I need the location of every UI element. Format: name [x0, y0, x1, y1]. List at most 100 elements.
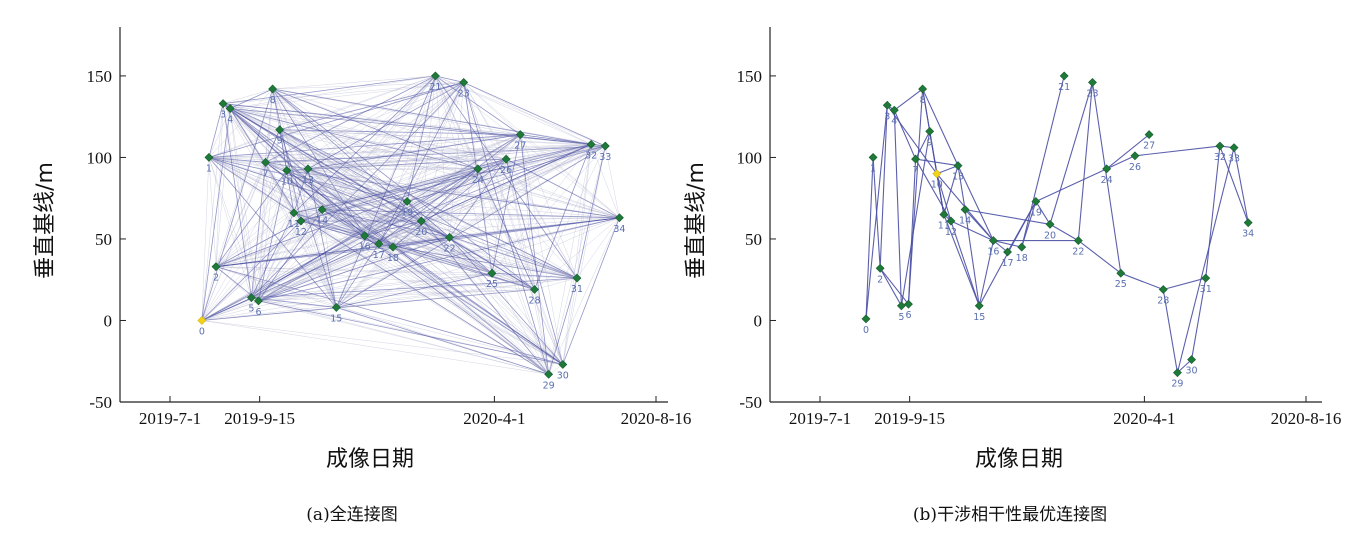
connection-line	[300, 217, 620, 222]
node-marker	[211, 262, 221, 272]
node-marker	[889, 105, 899, 115]
node-marker	[268, 84, 278, 94]
connection-line	[215, 235, 365, 267]
node-marker	[1045, 219, 1055, 229]
connection-line	[229, 108, 252, 298]
connection-line	[421, 220, 549, 375]
node-label: 5	[898, 312, 904, 323]
connection-line	[1106, 155, 1136, 170]
connection-line	[300, 220, 337, 308]
node-label: 0	[199, 326, 205, 337]
connection-line	[406, 168, 478, 202]
connection-line	[201, 320, 563, 365]
node-label: 20	[415, 227, 427, 238]
node-label: 9	[927, 137, 933, 148]
connection-line	[392, 236, 450, 248]
node-marker	[1158, 285, 1168, 294]
connection-line	[258, 220, 302, 302]
connection-line	[293, 145, 606, 214]
connection-line	[477, 168, 620, 218]
connection-line	[364, 235, 549, 375]
connection-line	[491, 145, 606, 274]
connection-line	[993, 240, 1022, 248]
connection-line	[1205, 145, 1221, 279]
node-label: 2	[213, 273, 219, 284]
connection-line	[519, 134, 550, 375]
connection-line	[265, 88, 273, 163]
connection-line	[230, 82, 464, 109]
node-label: 33	[599, 152, 611, 163]
connection-line	[321, 209, 337, 308]
connection-line	[463, 82, 507, 160]
connection-line	[548, 144, 592, 375]
connection-line	[407, 201, 620, 219]
connection-line	[279, 129, 606, 147]
connection-line	[936, 173, 952, 222]
connection-line	[251, 168, 309, 298]
node-marker	[572, 273, 582, 283]
connection-line	[265, 162, 323, 210]
connection-line	[307, 168, 408, 202]
connection-line	[392, 144, 592, 248]
connection-line	[215, 217, 620, 268]
connection-line	[229, 88, 273, 109]
node-marker	[882, 100, 892, 110]
connection-line	[406, 75, 436, 202]
node-marker	[487, 268, 497, 278]
node-label: 26	[1129, 162, 1141, 173]
connection-line	[893, 88, 923, 111]
connection-line	[492, 272, 577, 279]
node-marker	[586, 139, 596, 149]
connection-line	[307, 168, 323, 210]
node-label: 1	[870, 163, 876, 174]
connection-line	[251, 237, 450, 298]
node-label: 34	[1242, 229, 1254, 240]
connection-line	[272, 88, 365, 236]
node-marker	[501, 154, 511, 164]
connection-line	[964, 209, 1051, 225]
connection-line	[477, 168, 564, 365]
connection-line	[421, 134, 521, 222]
node-label: 19	[401, 207, 413, 218]
panel-caption: (b)干涉相干性最优连接图	[913, 505, 1107, 525]
connection-line	[957, 165, 966, 210]
connection-line	[463, 82, 564, 365]
node-label: 11	[938, 221, 950, 232]
x-tick-label: 2019-7-1	[789, 409, 851, 428]
connection-line	[506, 158, 620, 219]
node-label: 4	[891, 116, 897, 127]
connection-line	[322, 209, 549, 375]
node-label: 31	[1200, 284, 1212, 295]
connection-line	[449, 168, 479, 238]
connection-line	[272, 88, 302, 222]
y-axis-title: 垂直基线/m	[684, 162, 709, 279]
connection-line	[1233, 147, 1249, 223]
node-label: 20	[1044, 230, 1056, 241]
connection-line	[893, 109, 917, 160]
y-tick-label: 0	[104, 311, 113, 330]
connection-line	[477, 168, 535, 290]
connection-line	[272, 88, 337, 308]
connection-line	[534, 289, 564, 365]
connection-line	[300, 209, 323, 222]
connection-line	[286, 170, 493, 274]
node-marker	[331, 303, 341, 312]
panel-caption: (a)全连接图	[306, 505, 397, 525]
connection-line	[364, 144, 592, 237]
connection-line	[265, 162, 535, 290]
connection-line	[336, 272, 493, 308]
connection-line	[576, 144, 592, 279]
connection-line	[449, 237, 564, 365]
x-tick-label: 2020-8-16	[1271, 409, 1342, 428]
connection-line	[222, 103, 252, 298]
connection-line	[293, 158, 507, 214]
connection-line	[491, 273, 564, 365]
connection-line	[201, 108, 231, 321]
node-marker	[197, 316, 207, 325]
connection-line	[964, 209, 980, 306]
connection-line	[491, 273, 549, 375]
connection-line	[406, 134, 521, 202]
connection-line	[605, 145, 620, 218]
